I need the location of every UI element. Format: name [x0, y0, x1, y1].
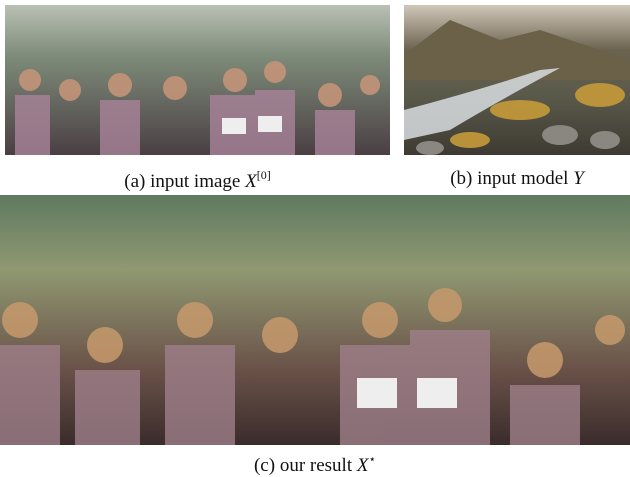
caption-symbol: Y [573, 168, 584, 189]
caption-symbol: X [245, 171, 257, 192]
figure-images [0, 0, 630, 477]
image-b [404, 5, 630, 155]
caption-text: (c) our result [254, 455, 352, 476]
caption-symbol: X [357, 455, 369, 476]
caption-c: (c) our result X⋆ [0, 452, 630, 477]
caption-superscript: [0] [257, 168, 271, 182]
figure: (a) input image X[0] (b) input model Y (… [0, 0, 630, 477]
image-c [0, 195, 630, 445]
caption-b: (b) input model Y [404, 168, 630, 190]
caption-text: (b) input model [450, 168, 568, 189]
caption-text: (a) input image [124, 171, 240, 192]
caption-a: (a) input image X[0] [5, 168, 390, 193]
image-a [5, 5, 390, 155]
caption-superscript: ⋆ [368, 452, 376, 466]
